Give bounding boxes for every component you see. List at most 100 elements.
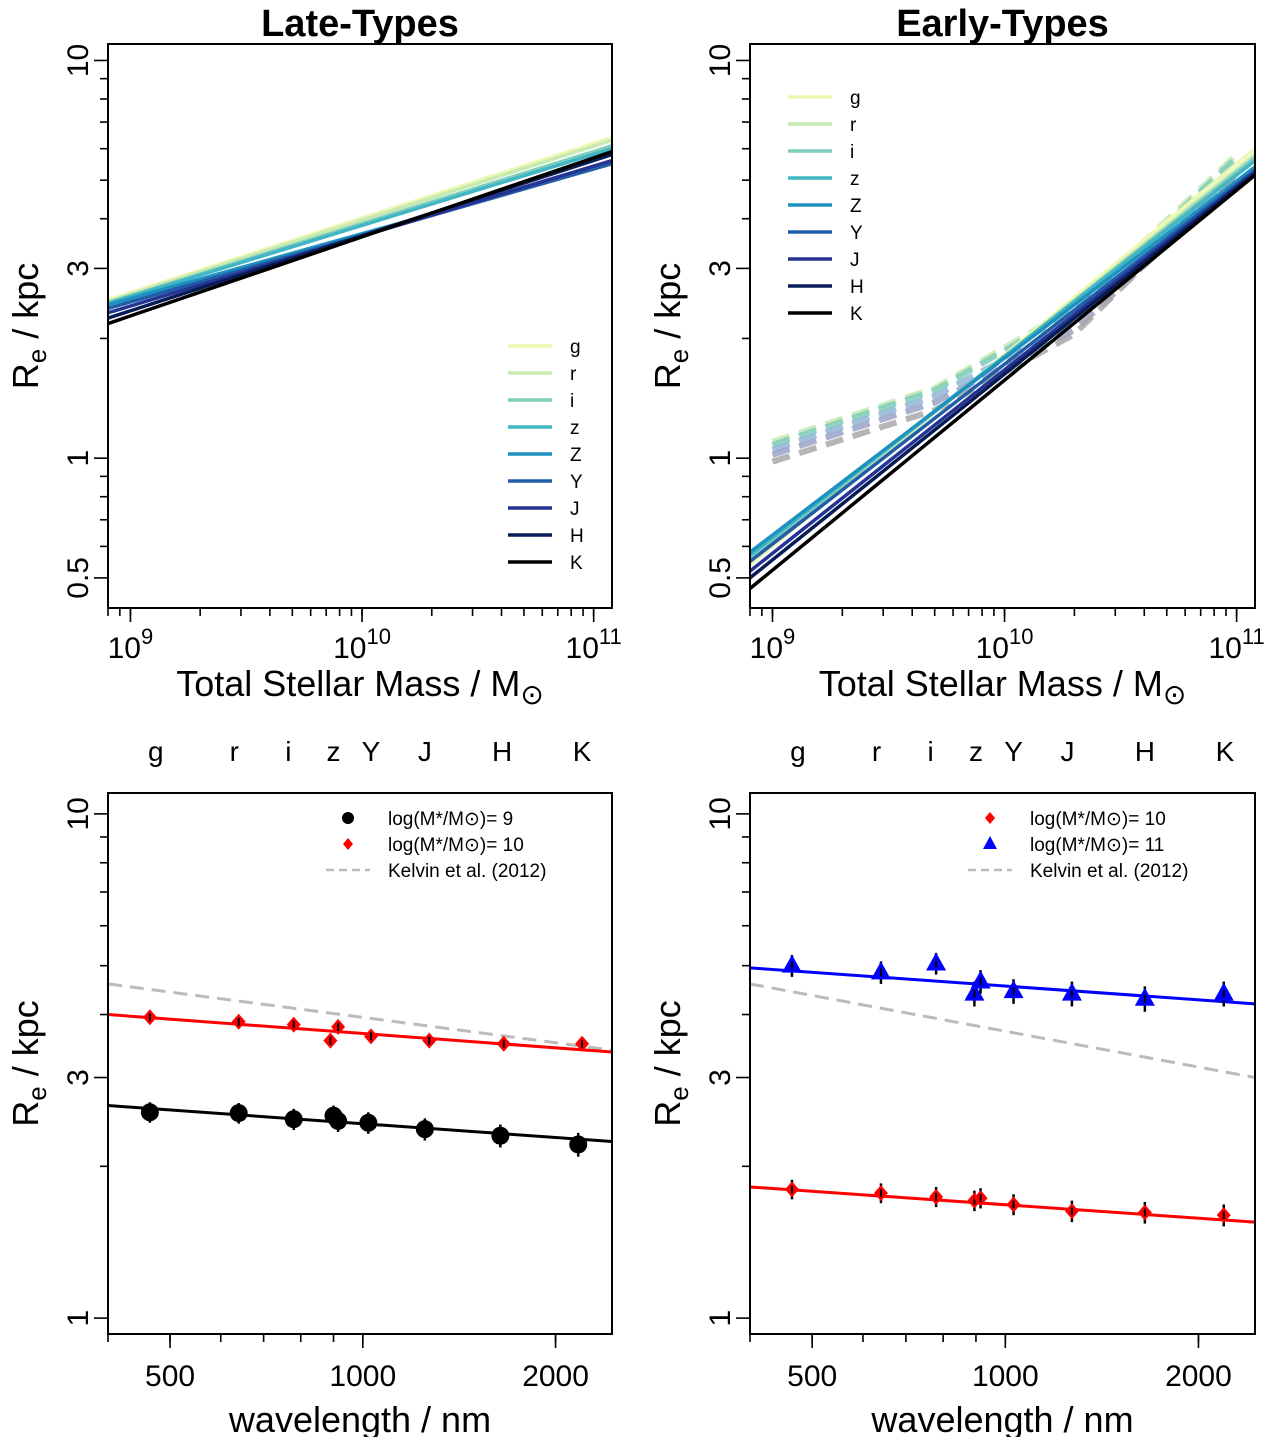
y-tick-label: 1 xyxy=(704,1310,737,1327)
legend-label: r xyxy=(570,364,577,385)
band-label: H xyxy=(1135,736,1155,767)
x-tick-label: 1010 xyxy=(976,624,1034,665)
band-label: z xyxy=(327,736,341,767)
legend-label: log(M*/M⊙)= 10 xyxy=(1030,809,1166,830)
band-label: J xyxy=(1060,736,1074,767)
band-label: g xyxy=(790,736,806,767)
legend-label: z xyxy=(850,169,860,190)
x-tick-exp: 9 xyxy=(783,624,795,649)
y-tick-label: 10 xyxy=(62,44,95,77)
legend-marker xyxy=(985,812,995,824)
y-tick-label: 0.5 xyxy=(704,557,737,599)
series-line-r xyxy=(108,138,612,303)
x-tick-label: 500 xyxy=(145,1360,195,1393)
band-label: Y xyxy=(362,736,381,767)
band-label: i xyxy=(285,736,291,767)
y-tick-label: 10 xyxy=(704,44,737,77)
y-tick-label: 3 xyxy=(704,260,737,277)
y-axis-label-sub: e xyxy=(664,349,694,363)
x-tick-base: 10 xyxy=(333,632,366,665)
band-label: K xyxy=(573,736,592,767)
y-axis-label: Re / kpc xyxy=(647,263,694,390)
x-axis-label-text: Total Stellar Mass / M xyxy=(819,663,1163,704)
y-axis-label-main: R xyxy=(647,1101,688,1127)
chart-title: Early-Types xyxy=(896,3,1109,45)
x-tick-label: 1010 xyxy=(333,624,391,665)
x-tick-label: 1011 xyxy=(566,624,622,665)
dashed-series-line xyxy=(771,152,1239,445)
legend-label: i xyxy=(850,142,854,163)
chart-title: Late-Types xyxy=(261,3,459,45)
plot-frame xyxy=(107,792,613,1335)
series-line-K xyxy=(108,149,612,326)
x-axis-label: wavelength / nm xyxy=(870,1399,1133,1437)
series-line-Z xyxy=(750,165,1255,554)
legend-label: log(M*/M⊙)= 11 xyxy=(1030,835,1164,856)
legend-label: g xyxy=(570,337,581,358)
y-axis-label-rest: / kpc xyxy=(5,263,46,349)
reference-line xyxy=(108,982,612,1052)
legend-label: H xyxy=(850,277,864,298)
y-axis-label-main: R xyxy=(5,363,46,389)
legend-label: Z xyxy=(850,196,862,217)
plot-area xyxy=(108,135,612,326)
band-label: r xyxy=(872,736,881,767)
legend-label: z xyxy=(570,418,580,439)
series-line-H xyxy=(750,172,1255,580)
y-tick-label: 10 xyxy=(704,797,737,830)
x-axis-label: wavelength / nm xyxy=(228,1399,491,1437)
x-tick-exp: 11 xyxy=(599,624,622,649)
y-axis-label: Re / kpc xyxy=(5,263,52,390)
fit-line xyxy=(108,1013,612,1054)
x-tick-exp: 11 xyxy=(1242,624,1265,649)
plot-frame xyxy=(107,43,613,609)
reference-line xyxy=(750,982,1255,1080)
legend-marker xyxy=(983,836,997,849)
x-axis-label-text: Total Stellar Mass / M xyxy=(176,663,520,704)
plot-frame xyxy=(749,43,1256,609)
y-axis-label-main: R xyxy=(647,363,688,389)
x-tick-label: 500 xyxy=(787,1360,837,1393)
x-tick-exp: 10 xyxy=(366,624,390,649)
x-tick-exp: 10 xyxy=(1009,624,1033,649)
y-tick-label: 3 xyxy=(62,1069,95,1086)
band-label: K xyxy=(1216,736,1235,767)
x-axis-label-symbol: ⊙ xyxy=(1163,679,1186,710)
series-line-z xyxy=(108,147,612,306)
y-tick-label: 0.5 xyxy=(62,557,95,599)
y-tick-label: 3 xyxy=(62,260,95,277)
y-axis-label-main: R xyxy=(5,1101,46,1127)
x-axis-label: Total Stellar Mass / M⊙ xyxy=(176,663,544,710)
series-line-Y xyxy=(750,168,1255,563)
legend-label: g xyxy=(850,88,861,109)
legend-label: Kelvin et al. (2012) xyxy=(388,861,546,882)
legend-label: K xyxy=(570,553,583,574)
band-label: Y xyxy=(1004,736,1023,767)
legend-label: Z xyxy=(570,445,582,466)
legend-label: K xyxy=(850,304,863,325)
plot-area xyxy=(750,952,1255,1227)
x-tick-label: 1000 xyxy=(972,1360,1039,1393)
legend: log(M*/M⊙)= 9 log(M*/M⊙)= 10 Kelvin et al.… xyxy=(326,809,546,882)
band-label: g xyxy=(148,736,164,767)
legend-label: J xyxy=(850,250,860,271)
x-tick-label: 109 xyxy=(750,624,796,665)
x-tick-base: 10 xyxy=(750,632,783,665)
x-tick-label: 2000 xyxy=(522,1360,589,1393)
fit-line xyxy=(750,1185,1255,1224)
y-tick-label: 1 xyxy=(62,1310,95,1327)
y-tick-label: 10 xyxy=(62,797,95,830)
dashed-series-line xyxy=(771,177,1239,458)
plot-area xyxy=(750,147,1255,590)
dashed-series-line xyxy=(771,155,1239,448)
x-axis-label: Total Stellar Mass / M⊙ xyxy=(819,663,1187,710)
x-tick-label: 1000 xyxy=(329,1360,396,1393)
y-axis-label: Re / kpc xyxy=(647,1000,694,1127)
y-axis-label-sub: e xyxy=(22,1086,52,1100)
y-axis-label-sub: e xyxy=(664,1086,694,1100)
